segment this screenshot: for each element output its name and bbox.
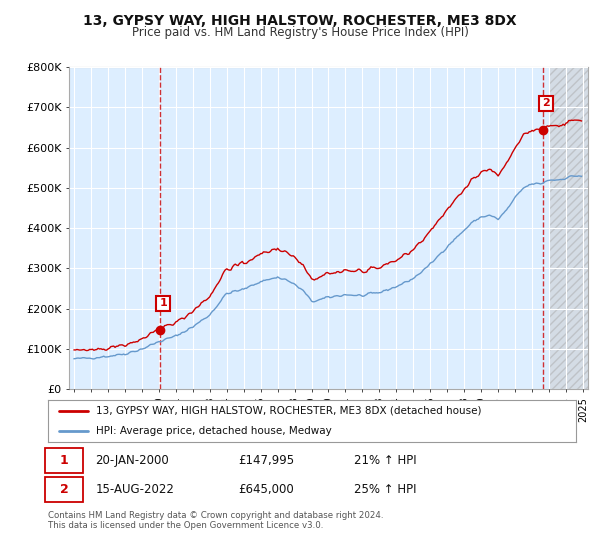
Text: 13, GYPSY WAY, HIGH HALSTOW, ROCHESTER, ME3 8DX (detached house): 13, GYPSY WAY, HIGH HALSTOW, ROCHESTER, … bbox=[95, 406, 481, 416]
Text: 21% ↑ HPI: 21% ↑ HPI bbox=[354, 454, 417, 466]
Text: HPI: Average price, detached house, Medway: HPI: Average price, detached house, Medw… bbox=[95, 426, 331, 436]
Text: 20-JAN-2000: 20-JAN-2000 bbox=[95, 454, 169, 466]
Bar bbox=[549, 67, 588, 389]
Text: 25% ↑ HPI: 25% ↑ HPI bbox=[354, 483, 417, 496]
FancyBboxPatch shape bbox=[46, 477, 83, 502]
Text: £645,000: £645,000 bbox=[238, 483, 294, 496]
Text: £147,995: £147,995 bbox=[238, 454, 294, 466]
Text: 1: 1 bbox=[159, 298, 167, 309]
FancyBboxPatch shape bbox=[46, 447, 83, 473]
Text: 1: 1 bbox=[60, 454, 69, 466]
Text: 2: 2 bbox=[542, 99, 550, 109]
Text: Contains HM Land Registry data © Crown copyright and database right 2024.
This d: Contains HM Land Registry data © Crown c… bbox=[48, 511, 383, 530]
Text: 13, GYPSY WAY, HIGH HALSTOW, ROCHESTER, ME3 8DX: 13, GYPSY WAY, HIGH HALSTOW, ROCHESTER, … bbox=[83, 14, 517, 28]
Text: 15-AUG-2022: 15-AUG-2022 bbox=[95, 483, 175, 496]
Text: Price paid vs. HM Land Registry's House Price Index (HPI): Price paid vs. HM Land Registry's House … bbox=[131, 26, 469, 39]
Text: 2: 2 bbox=[60, 483, 69, 496]
